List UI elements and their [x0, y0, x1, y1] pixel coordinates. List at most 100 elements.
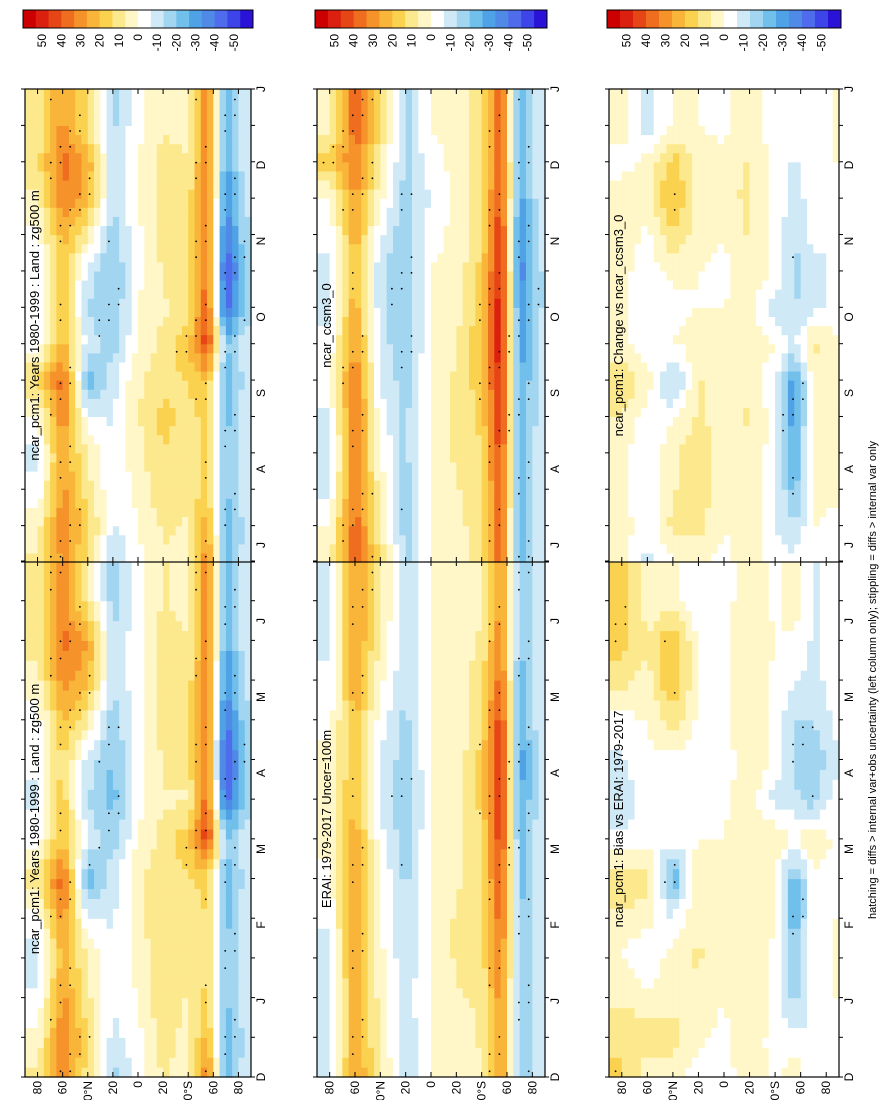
- heatmap-cell: [112, 398, 120, 408]
- heatmap-cell: [68, 1007, 76, 1019]
- heatmap-cell: [213, 152, 221, 163]
- heatmap-cell: [232, 471, 240, 481]
- heatmap-cell: [25, 525, 32, 536]
- heatmap-cell: [238, 443, 246, 454]
- heatmap-cell: [62, 534, 70, 545]
- heatmap-cell: [81, 561, 89, 572]
- heatmap-cell: [188, 749, 196, 761]
- heatmap-cell: [56, 1017, 64, 1028]
- heatmap-cell: [200, 452, 208, 463]
- heatmap-cell: [144, 343, 152, 354]
- heatmap-cell: [56, 398, 64, 408]
- heatmap-cell: [232, 699, 240, 711]
- heatmap-cell: [94, 152, 101, 163]
- heatmap-cell: [156, 739, 164, 751]
- heatmap-cell: [138, 918, 145, 929]
- heatmap-cell: [56, 389, 64, 399]
- heatmap-cell: [112, 452, 120, 463]
- heatmap-cell: [31, 729, 39, 741]
- heatmap-cell: [68, 819, 76, 830]
- heatmap-cell: [380, 957, 388, 969]
- heatmap-cell: [200, 759, 208, 770]
- heatmap-cell: [62, 198, 70, 208]
- heatmap-cell: [131, 898, 139, 909]
- heatmap-cell: [156, 769, 164, 780]
- heatmap-cell: [380, 858, 388, 870]
- heatmap-cell: [188, 570, 196, 582]
- heatmap-cell: [386, 630, 394, 641]
- colorbar-swatch: [163, 10, 177, 28]
- heatmap-cell: [418, 660, 426, 671]
- heatmap-cell: [342, 868, 350, 880]
- heatmap-cell: [100, 398, 108, 408]
- heatmap-cell: [37, 243, 45, 254]
- heatmap-cell: [386, 898, 394, 909]
- heatmap-cell: [150, 1027, 158, 1038]
- heatmap-cell: [100, 143, 108, 154]
- heatmap-cell: [329, 709, 337, 721]
- heatmap-cell: [317, 749, 324, 761]
- heatmap-cell: [37, 957, 45, 969]
- heatmap-cell: [405, 928, 413, 939]
- heatmap-cell: [131, 380, 139, 390]
- heatmap-cell: [424, 1057, 432, 1068]
- heatmap-cell: [62, 957, 70, 969]
- heatmap-cell: [150, 125, 158, 136]
- heatmap-cell: [138, 116, 145, 126]
- colorbar-swatch: [138, 10, 152, 28]
- heatmap-cell: [175, 799, 183, 810]
- heatmap-cell: [87, 1047, 95, 1058]
- heatmap-cell: [100, 452, 108, 463]
- heatmap-cell: [238, 398, 246, 408]
- stipple-dot: [88, 864, 91, 866]
- heatmap-cell: [81, 543, 89, 554]
- heatmap-cell: [213, 749, 221, 761]
- heatmap-cell: [25, 1037, 32, 1048]
- heatmap-cell: [412, 898, 419, 909]
- heatmap-cell: [181, 590, 189, 602]
- heatmap-cell: [194, 270, 202, 281]
- heatmap-cell: [131, 134, 139, 145]
- colorbar-swatch: [176, 10, 190, 28]
- heatmap-cell: [25, 948, 32, 959]
- heatmap-cell: [181, 928, 189, 939]
- heatmap-cell: [213, 443, 221, 454]
- heatmap-cell: [62, 1027, 70, 1038]
- heatmap-cell: [150, 680, 158, 691]
- heatmap-cell: [386, 779, 394, 790]
- heatmap-cell: [175, 987, 183, 999]
- heatmap-cell: [125, 809, 133, 820]
- heatmap-cell: [244, 1047, 252, 1058]
- heatmap-cell: [138, 878, 145, 890]
- heatmap-cell: [87, 660, 95, 671]
- heatmap-cell: [50, 1017, 57, 1028]
- heatmap-cell: [131, 561, 139, 572]
- heatmap-cell: [119, 848, 127, 860]
- heatmap-cell: [412, 878, 419, 890]
- heatmap-cell: [156, 977, 164, 989]
- heatmap-cell: [131, 116, 139, 126]
- heatmap-cell: [87, 729, 95, 741]
- heatmap-cell: [131, 570, 139, 582]
- heatmap-cell: [219, 1007, 227, 1019]
- heatmap-cell: [238, 370, 246, 381]
- heatmap-cell: [81, 170, 89, 181]
- heatmap-cell: [219, 189, 227, 199]
- heatmap-cell: [62, 443, 70, 454]
- heatmap-cell: [181, 170, 189, 181]
- heatmap-cell: [50, 680, 57, 691]
- heatmap-cell: [238, 858, 246, 870]
- heatmap-cell: [169, 908, 177, 919]
- heatmap-cell: [225, 89, 233, 99]
- stipple-dot: [204, 382, 207, 385]
- heatmap-cell: [355, 660, 362, 671]
- heatmap-cell: [37, 878, 45, 890]
- heatmap-cell: [56, 660, 64, 671]
- heatmap-cell: [213, 170, 221, 181]
- heatmap-cell: [68, 928, 76, 939]
- heatmap-cell: [175, 461, 183, 472]
- heatmap-cell: [163, 561, 170, 572]
- heatmap-cell: [232, 361, 240, 372]
- heatmap-cell: [150, 809, 158, 820]
- heatmap-cell: [232, 789, 240, 800]
